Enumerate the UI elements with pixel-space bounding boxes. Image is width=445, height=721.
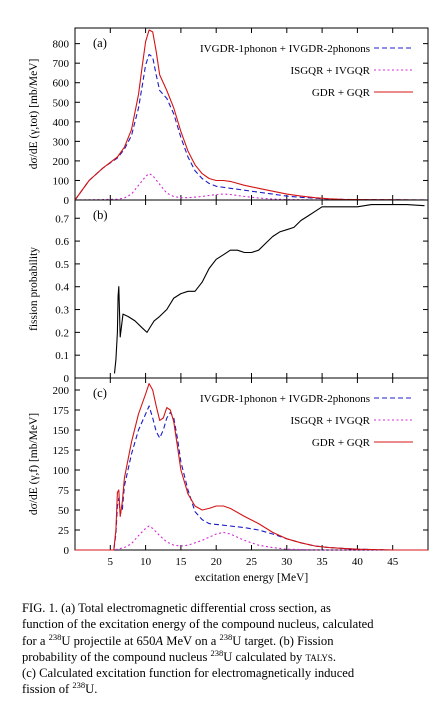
y-tick-label: 100: [53, 465, 70, 477]
y-tick-label: 175: [53, 405, 70, 417]
y-tick-label: 500: [53, 97, 70, 109]
y-axis-label: dσ/dE (γ,tot) [mb/MeV]: [28, 59, 40, 170]
series-line: [74, 173, 428, 201]
y-tick-label: 0: [64, 373, 70, 385]
caption-superscript: 238: [48, 631, 62, 642]
panel-label: (a): [93, 36, 107, 50]
x-tick-label: 20: [211, 556, 223, 568]
caption-text: U target. (b) Fission: [232, 633, 334, 648]
y-tick-label: 200: [53, 385, 70, 397]
y-tick-label: 50: [58, 505, 70, 517]
series-line: [75, 383, 428, 551]
series-line: [74, 29, 429, 201]
caption-text: for a: [22, 633, 49, 648]
x-tick-label: 5: [108, 556, 114, 568]
x-tick-label: 25: [246, 556, 258, 568]
series-line: [75, 525, 428, 551]
caption-italic: A: [155, 633, 164, 648]
caption-superscript: 238: [72, 680, 86, 691]
caption-smallcaps: talys: [305, 649, 333, 664]
y-tick-label: 0: [64, 545, 70, 557]
panel-frame: [74, 199, 429, 379]
y-tick-label: 400: [53, 117, 70, 129]
x-tick-label: 15: [175, 556, 187, 568]
y-tick-label: 100: [53, 175, 70, 187]
x-tick-label: 40: [352, 556, 364, 568]
figure-caption: FIG. 1. (a) Total electromagnetic differ…: [22, 600, 432, 698]
caption-superscript: 238: [210, 647, 224, 658]
caption-line: FIG. 1. (a) Total electromagnetic differ…: [22, 601, 331, 615]
caption-line: function of the excitation energy of the…: [22, 617, 374, 632]
caption-text: U.: [85, 682, 98, 697]
panel-label: (c): [93, 386, 107, 400]
legend-entry-label: GDR + GQR: [312, 437, 371, 449]
caption-text: probability of the compound nucleus: [22, 649, 211, 664]
caption-text: .: [332, 649, 337, 664]
y-tick-label: 125: [53, 445, 70, 457]
legend-entry-label: IVGDR-1phonon + IVGDR-2phonons: [200, 393, 370, 405]
caption-text: fission of: [22, 682, 73, 697]
caption-line: (c) Calculated excitation function for e…: [22, 666, 355, 681]
x-tick-label: 45: [387, 556, 399, 568]
caption-text: U projectile at 650: [61, 633, 156, 648]
caption-text: U calculated by: [223, 649, 306, 664]
y-tick-label: 0.6: [55, 236, 69, 248]
series-line: [74, 53, 429, 201]
caption-text: MeV on a: [163, 633, 220, 648]
legend-entry-label: GDR + GQR: [312, 87, 371, 99]
caption-line: fission of 238U.: [22, 681, 432, 697]
y-tick-label: 0.7: [55, 213, 69, 225]
y-tick-label: 700: [53, 58, 70, 70]
x-tick-label: 35: [317, 556, 329, 568]
y-tick-label: 0.5: [55, 259, 69, 271]
y-tick-label: 0: [64, 195, 70, 207]
y-tick-label: 0.2: [55, 327, 69, 339]
caption-line: for a 238U projectile at 650A MeV on a 2…: [22, 631, 432, 649]
y-tick-label: 0.4: [55, 282, 69, 294]
x-tick-label: 30: [281, 556, 293, 568]
caption-line: probability of the compound nucleus 238U…: [22, 647, 432, 665]
series-line: [75, 405, 428, 551]
y-tick-label: 800: [53, 39, 70, 51]
panel-label: (b): [93, 208, 108, 222]
caption-superscript: 238: [219, 631, 233, 642]
y-tick-label: 150: [53, 425, 70, 437]
y-tick-label: 25: [58, 525, 70, 537]
y-tick-label: 0.1: [55, 350, 69, 362]
y-tick-label: 0.3: [55, 305, 69, 317]
series-line: [113, 204, 425, 374]
y-axis-label: dσ/dE (γ,f) [mb/MeV]: [28, 413, 40, 515]
y-tick-label: 600: [53, 78, 70, 90]
legend-entry-label: IVGDR-1phonon + IVGDR-2phonons: [200, 43, 370, 55]
y-tick-label: 300: [53, 136, 70, 148]
x-axis-label: excitation energy [MeV]: [195, 572, 308, 584]
y-tick-label: 200: [53, 156, 70, 168]
y-tick-label: 75: [58, 485, 70, 497]
x-tick-label: 10: [140, 556, 152, 568]
y-axis-label: fission probability: [28, 247, 40, 331]
legend-entry-label: ISGQR + IVGQR: [290, 415, 370, 427]
legend-entry-label: ISGQR + IVGQR: [290, 65, 370, 77]
